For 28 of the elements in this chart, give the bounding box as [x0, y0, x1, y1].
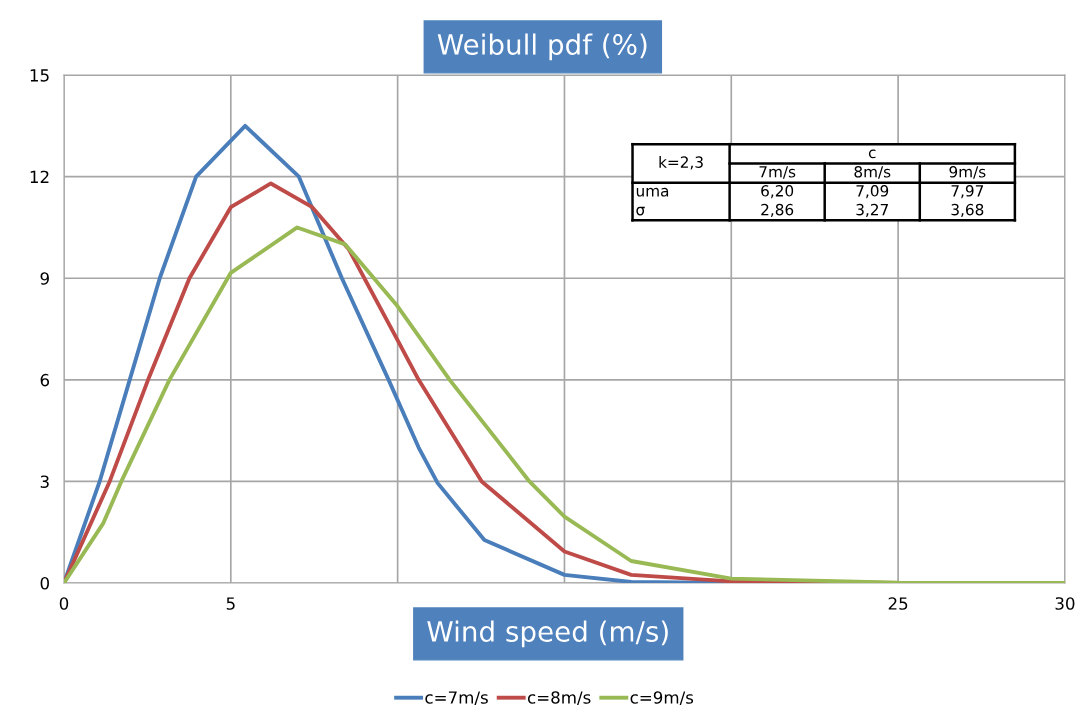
- annotation: uma: [636, 187, 669, 197]
- chart-title: Weibull pdf (%): [437, 33, 647, 61]
- annotation: 3,68: [951, 203, 984, 217]
- y-tick-label: 15: [30, 69, 49, 82]
- legend-label: c=8m/s: [527, 691, 591, 706]
- x-tick-label: 5: [226, 597, 235, 610]
- annotation: 2,86: [761, 203, 794, 217]
- annotation: σ: [636, 206, 645, 216]
- annotation: 9m/s: [949, 165, 986, 179]
- x-axis-title: Wind speed (m/s): [427, 620, 668, 648]
- legend-label: c=9m/s: [630, 691, 694, 706]
- annotation: 7,09: [856, 185, 889, 199]
- y-tick-label: 9: [40, 272, 49, 285]
- annotation: c: [868, 149, 876, 159]
- annotation: 7,97: [951, 185, 984, 199]
- x-tick-label: 25: [888, 597, 908, 610]
- annotation: 3,27: [856, 203, 888, 217]
- legend-label: c=7m/s: [425, 691, 488, 706]
- x-tick-label: 30: [1055, 597, 1075, 610]
- annotation: 7m/s: [759, 166, 796, 179]
- y-tick-label: 6: [40, 373, 50, 387]
- annotation: 8m/s: [854, 165, 891, 179]
- annotation: 6,20: [761, 185, 794, 199]
- annotation: k=2,3: [659, 156, 703, 170]
- y-tick-label: 0: [40, 576, 49, 590]
- x-tick-label: 0: [59, 597, 69, 610]
- y-tick-label: 12: [30, 170, 49, 184]
- y-tick-label: 3: [40, 475, 49, 488]
